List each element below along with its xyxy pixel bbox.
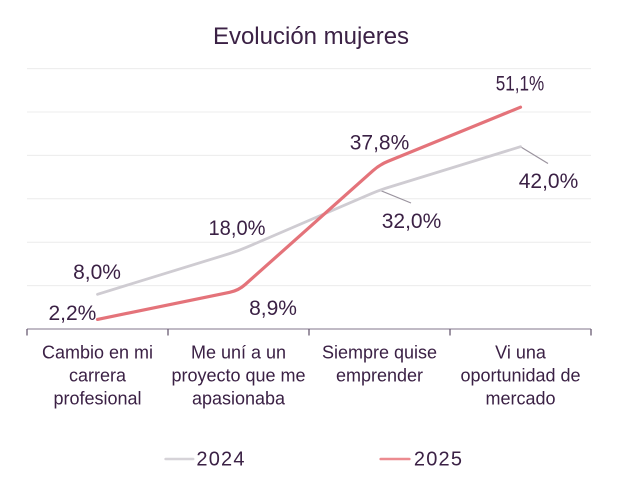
svg-text:32,0%: 32,0%	[382, 210, 442, 233]
svg-text:2025: 2025	[414, 449, 463, 471]
svg-text:Siempre quise: Siempre quise	[322, 343, 437, 363]
svg-text:2024: 2024	[196, 448, 245, 470]
svg-text:Cambio en mi: Cambio en mi	[42, 343, 153, 363]
svg-text:2,2%: 2,2%	[48, 302, 96, 325]
svg-text:Me uní a un: Me uní a un	[191, 343, 286, 363]
svg-text:18,0%: 18,0%	[209, 217, 266, 240]
svg-text:proyecto que me: proyecto que me	[171, 366, 305, 386]
svg-text:profesional: profesional	[53, 389, 141, 409]
svg-text:emprender: emprender	[336, 366, 423, 386]
svg-text:51,1%: 51,1%	[496, 73, 545, 96]
svg-text:8,9%: 8,9%	[249, 297, 297, 320]
svg-text:Evolución mujeres: Evolución mujeres	[213, 23, 409, 50]
svg-text:Vi una: Vi una	[495, 343, 547, 363]
svg-text:apasionaba: apasionaba	[192, 389, 286, 409]
svg-text:mercado: mercado	[485, 389, 555, 409]
svg-text:37,8%: 37,8%	[350, 132, 410, 155]
svg-text:oportunidad de: oportunidad de	[460, 366, 580, 386]
svg-text:8,0%: 8,0%	[73, 261, 121, 284]
svg-text:42,0%: 42,0%	[519, 170, 579, 193]
svg-text:carrera: carrera	[69, 366, 127, 386]
